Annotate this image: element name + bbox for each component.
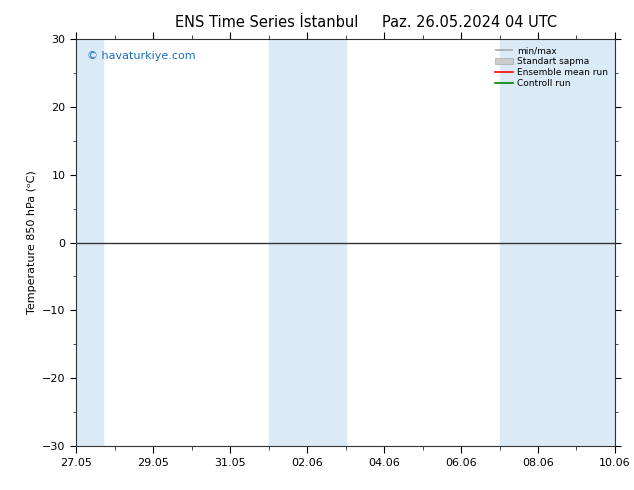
Text: Paz. 26.05.2024 04 UTC: Paz. 26.05.2024 04 UTC	[382, 15, 557, 30]
Bar	[269, 39, 346, 446]
Bar	[76, 39, 103, 446]
Text: © havaturkiye.com: © havaturkiye.com	[87, 51, 195, 61]
Y-axis label: Temperature 850 hPa (ᵒC): Temperature 850 hPa (ᵒC)	[27, 171, 37, 315]
Bar	[500, 39, 615, 446]
Legend: min/max, Standart sapma, Ensemble mean run, Controll run: min/max, Standart sapma, Ensemble mean r…	[493, 44, 611, 91]
Text: ENS Time Series İstanbul: ENS Time Series İstanbul	[174, 15, 358, 30]
